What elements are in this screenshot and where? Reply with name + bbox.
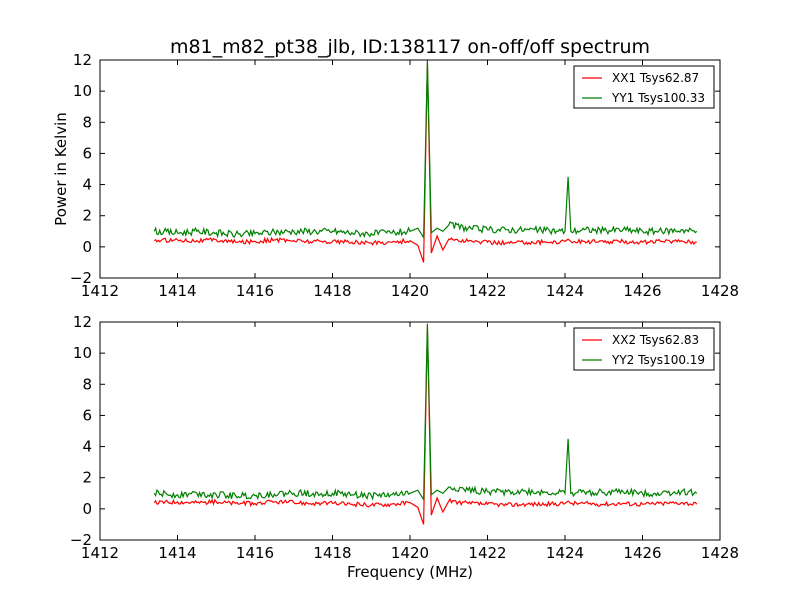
legend-box	[573, 327, 715, 371]
x-tick-label: 1424	[546, 544, 584, 562]
y-tick-label: 4	[82, 176, 92, 194]
y-tick-label: 12	[73, 51, 92, 69]
x-tick-label: 1416	[236, 544, 274, 562]
y-tick-label: 10	[73, 344, 92, 362]
y-tick-label: 8	[82, 113, 92, 131]
series-line-1	[153, 326, 698, 525]
figure-title: m81_m82_pt38_jlb, ID:138117 on-off/off s…	[170, 36, 650, 58]
y-tick-label: 0	[82, 500, 92, 518]
chart-panel-1: 1412 1414 1416 1418 1420 1422 1424 1426 1428 −2 0 2…	[52, 51, 739, 300]
y-tick-label: 2	[82, 469, 92, 487]
x-tick-label: 1418	[313, 282, 351, 300]
x-axis-label: Frequency (MHz)	[347, 563, 473, 581]
y-tick-label: 10	[73, 82, 92, 100]
x-tick-label: 1420	[391, 282, 429, 300]
y-tick-label: 8	[82, 375, 92, 393]
x-tick-label: 1414	[158, 282, 196, 300]
series-line-2	[153, 323, 698, 502]
x-tick-label: 1428	[701, 282, 739, 300]
chart-panel-2: 1412 1414 1416 1418 1420 1422 1424 1426 1428 −2 0 2…	[70, 313, 739, 581]
series-line-1	[153, 63, 697, 263]
series-line-2	[153, 60, 698, 240]
x-tick-label: 1412	[81, 544, 119, 562]
x-tick-label: 1422	[468, 282, 506, 300]
y-tick-label: 4	[82, 438, 92, 456]
x-tick-label: 1426	[623, 544, 661, 562]
y-tick-label: 2	[82, 207, 92, 225]
x-tick-label: 1426	[623, 282, 661, 300]
legend-label: YY2 Tsys100.19	[611, 353, 705, 367]
y-tick-label: 6	[82, 406, 92, 424]
y-tick-label: −2	[70, 269, 92, 287]
legend-box	[573, 65, 715, 109]
legend-label: YY1 Tsys100.33	[611, 91, 705, 105]
x-tick-label: 1414	[158, 544, 196, 562]
x-tick-label: 1418	[313, 544, 351, 562]
y-tick-label: 6	[82, 144, 92, 162]
y-axis-label: Power in Kelvin	[52, 112, 70, 226]
legend-label: XX1 Tsys62.87	[612, 71, 699, 85]
legend: XX2 Tsys62.83 YY2 Tsys100.19	[573, 327, 715, 371]
plots-container: 1412 1414 1416 1418 1420 1422 1424 1426 1428 −2 0 2…	[52, 51, 739, 581]
x-tick-label: 1412	[81, 282, 119, 300]
y-tick-label: −2	[70, 531, 92, 549]
x-tick-label: 1420	[391, 544, 429, 562]
x-tick-label: 1422	[468, 544, 506, 562]
x-tick-label: 1424	[546, 282, 584, 300]
legend: XX1 Tsys62.87 YY1 Tsys100.33	[573, 65, 715, 109]
x-tick-label: 1428	[701, 544, 739, 562]
x-tick-label: 1416	[236, 282, 274, 300]
y-tick-label: 12	[73, 313, 92, 331]
y-tick-label: 0	[82, 238, 92, 256]
legend-label: XX2 Tsys62.83	[612, 333, 699, 347]
